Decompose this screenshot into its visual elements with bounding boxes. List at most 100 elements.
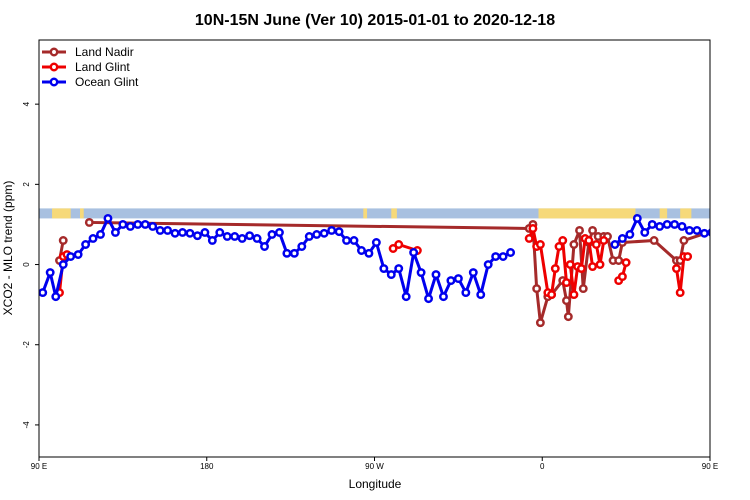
data-point-land-glint <box>672 264 681 273</box>
data-point-ocean-glint <box>498 252 508 261</box>
data-point-ocean-glint <box>178 228 187 237</box>
data-point-ocean-glint <box>319 228 329 238</box>
data-point-ocean-glint <box>140 219 150 229</box>
legend-item-ocean-glint: Ocean Glint <box>42 75 139 89</box>
data-point-ocean-glint <box>386 270 396 280</box>
data-point-ocean-glint <box>416 268 426 278</box>
data-point-ocean-glint <box>409 248 419 257</box>
data-point-land-glint <box>599 236 609 245</box>
data-point-ocean-glint <box>267 230 277 239</box>
land-segment <box>680 208 692 219</box>
y-tick-label: -2 <box>22 341 31 349</box>
data-point-ocean-glint <box>394 264 404 273</box>
legend-label: Land Glint <box>75 60 130 74</box>
data-point-land-glint <box>535 240 545 249</box>
data-point-ocean-glint <box>51 292 61 302</box>
data-point-ocean-glint <box>73 250 83 259</box>
data-point-ocean-glint <box>453 274 463 284</box>
data-point-ocean-glint <box>260 242 269 251</box>
data-point-ocean-glint <box>357 246 366 255</box>
data-point-ocean-glint <box>738 237 744 243</box>
data-point-ocean-glint <box>96 230 105 239</box>
data-point-ocean-glint <box>716 230 722 236</box>
data-point-ocean-glint <box>192 231 202 241</box>
x-tick-label: 0 <box>540 462 545 471</box>
data-point-ocean-glint <box>349 236 359 245</box>
legend-marker <box>49 47 59 57</box>
ocean-band <box>39 208 710 219</box>
data-point-ocean-glint <box>282 248 292 258</box>
data-point-ocean-glint <box>252 234 262 243</box>
y-axis-label: XCO2 - MLO trend (ppm) <box>1 181 15 316</box>
data-point-land-glint <box>595 260 605 269</box>
data-point-land-nadir <box>679 236 689 245</box>
legend-item-land-nadir: Land Nadir <box>42 45 134 59</box>
x-axis: 90 E 180 90 W 0 90 E <box>31 457 718 471</box>
data-point-ocean-glint <box>207 236 217 245</box>
data-point-ocean-glint <box>297 242 307 251</box>
data-point-ocean-glint <box>647 219 657 229</box>
data-point-ocean-glint <box>274 228 284 237</box>
data-point-ocean-glint <box>342 236 351 245</box>
data-point-ocean-glint <box>640 228 650 237</box>
data-point-land-glint <box>547 290 557 300</box>
data-point-ocean-glint <box>103 213 113 223</box>
data-point-land-glint <box>584 236 594 245</box>
land-segment <box>725 208 731 218</box>
data-point-ocean-glint <box>237 234 247 243</box>
data-point-land-glint <box>565 260 575 269</box>
y-tick-label: 4 <box>22 101 31 106</box>
data-point-ocean-glint <box>200 228 210 237</box>
data-point-land-nadir <box>562 296 571 306</box>
data-point-land-nadir <box>58 236 68 245</box>
data-point-land-glint <box>591 240 601 249</box>
data-point-ocean-glint <box>439 292 448 302</box>
data-point-land-nadir <box>563 312 573 322</box>
data-point-ocean-glint <box>222 232 232 241</box>
data-point-ocean-glint <box>670 219 680 229</box>
data-point-ocean-glint <box>468 268 478 278</box>
legend-marker <box>49 77 59 87</box>
data-point-land-glint <box>683 252 693 261</box>
data-point-land-nadir <box>649 236 659 245</box>
data-point-land-glint <box>562 278 571 288</box>
legend-item-land-glint: Land Glint <box>42 60 130 74</box>
data-point-land-glint <box>394 240 404 249</box>
x-tick-label: 90 E <box>702 462 718 471</box>
data-point-land-glint <box>576 264 586 273</box>
legend-marker <box>49 62 59 72</box>
data-point-ocean-glint <box>58 260 68 269</box>
data-point-ocean-glint <box>731 229 737 235</box>
data-point-ocean-glint <box>610 240 620 249</box>
data-point-ocean-glint <box>506 248 516 257</box>
data-point-ocean-glint <box>155 226 165 235</box>
land-segment <box>659 208 668 219</box>
data-point-land-glint <box>388 244 398 253</box>
data-point-ocean-glint <box>230 232 240 241</box>
data-point-ocean-glint <box>617 234 627 243</box>
data-point-ocean-glint <box>185 228 195 238</box>
data-point-ocean-glint <box>45 268 55 278</box>
data-point-land-nadir <box>569 240 579 249</box>
data-point-land-glint <box>528 224 538 233</box>
data-point-ocean-glint <box>163 226 173 235</box>
data-point-ocean-glint <box>327 226 337 235</box>
data-point-ocean-glint <box>424 294 434 304</box>
data-point-ocean-glint <box>304 232 314 241</box>
data-point-ocean-glint <box>476 290 486 300</box>
data-point-land-glint <box>588 262 598 271</box>
series-ocean-glint <box>39 213 744 304</box>
legend-label: Land Nadir <box>75 45 134 59</box>
land-segment <box>363 208 368 219</box>
data-point-ocean-glint <box>289 248 299 258</box>
data-point-ocean-glint <box>334 227 344 237</box>
data-point-ocean-glint <box>379 264 389 273</box>
data-point-ocean-glint <box>632 213 642 223</box>
data-point-ocean-glint <box>431 270 441 280</box>
data-point-land-glint <box>617 272 627 282</box>
landmask-band <box>39 208 731 219</box>
land-segment <box>52 208 71 219</box>
data-point-ocean-glint <box>170 228 180 238</box>
data-point-ocean-glint <box>245 231 255 241</box>
